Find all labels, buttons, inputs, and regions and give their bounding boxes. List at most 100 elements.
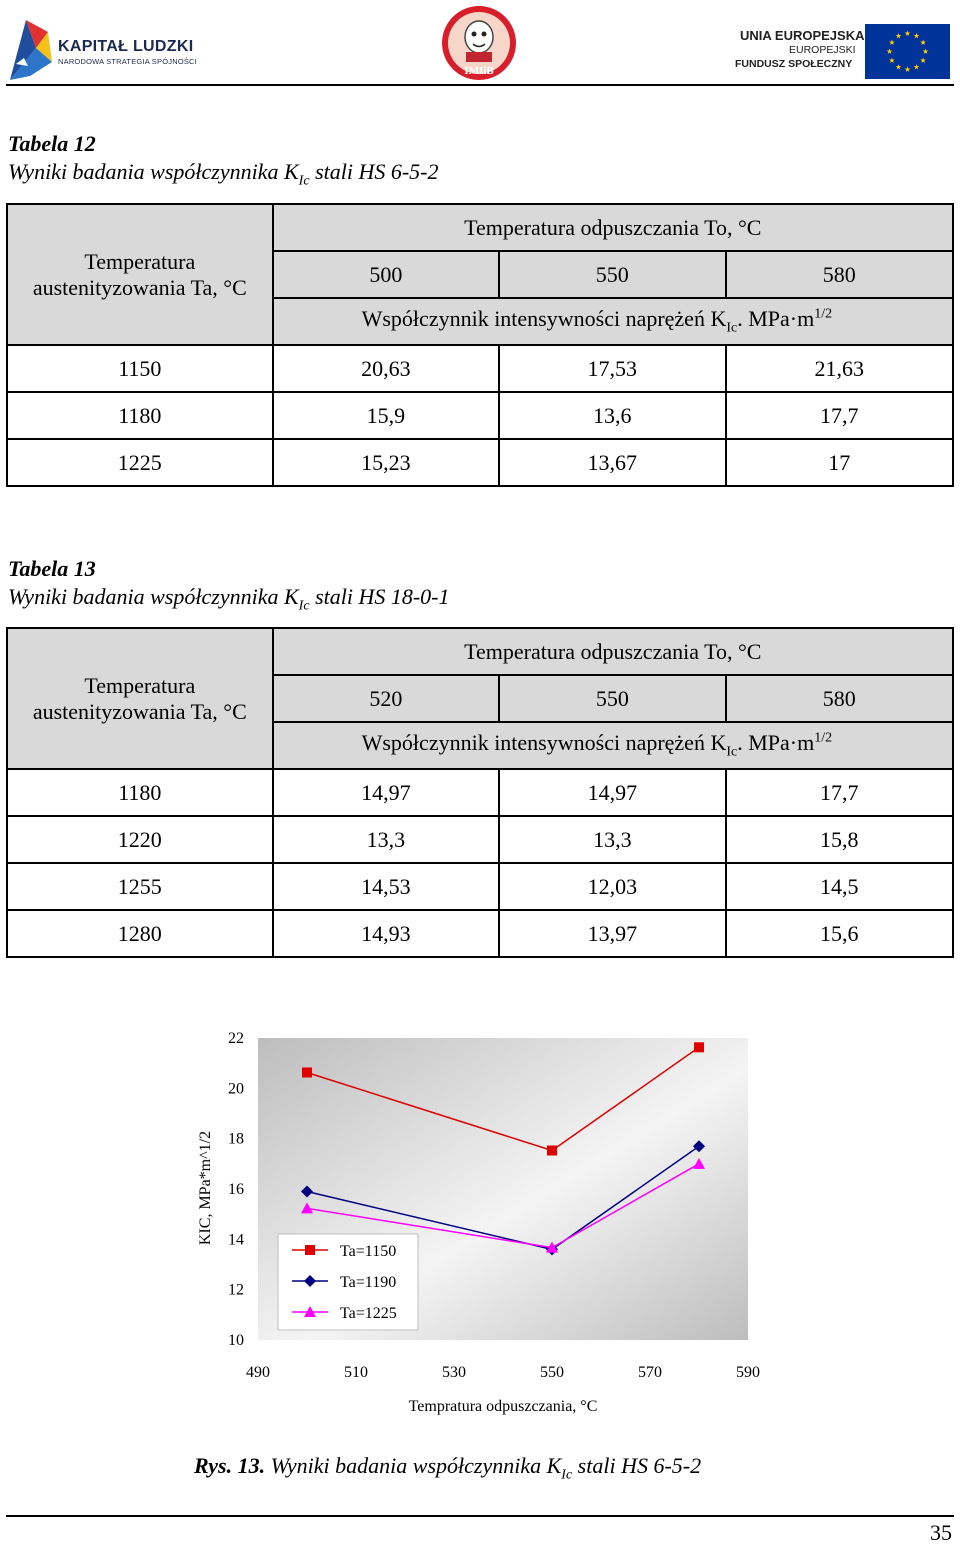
table13-col-580: 580 [724,674,955,723]
table12-row-header: Temperatura austenityzowania Ta, °C [6,203,274,346]
chart-legend: Ta=1150 Ta=1190 Ta=1225 [277,1233,419,1331]
legend-marker [304,1275,316,1287]
eu-star-icon [895,32,902,39]
table12-cell: 15,9 [271,391,501,440]
y-tick-label: 12 [228,1282,244,1299]
eu-star-icon [913,32,920,39]
x-tick-label: 530 [442,1364,466,1381]
table-row: 1220 13,3 13,3 15,8 [6,815,955,864]
figure-caption-text: Wyniki badania współczynnika K [265,1453,562,1478]
table13-unit-text: Współczynnik intensywności naprężeń K [361,730,727,756]
data-point [693,1140,705,1153]
table12-caption-text: Wyniki badania współczynnika K [8,159,299,184]
eu-logo-line3: FUNDUSZ SPOŁECZNY [735,58,853,70]
legend-entry: Ta=1190 [340,1274,396,1291]
table13-cell: 14,5 [724,862,955,911]
table13-cell: 13,3 [498,815,727,864]
table12-cell: 13,6 [498,391,727,440]
x-tick-label: 570 [638,1364,662,1381]
table13-cell: 14,93 [271,909,501,958]
x-tick-label: 510 [344,1364,368,1381]
figure-caption: Rys. 13. Wyniki badania współczynnika KI… [194,1453,701,1483]
data-point [547,1145,557,1156]
data-point [301,1202,313,1214]
eu-logo-line2: EUROPEJSKI [789,44,856,56]
data-point [546,1241,558,1253]
legend-marker [304,1306,316,1317]
table12-cell: 13,67 [498,438,727,487]
eu-star-icon [920,57,926,63]
table-row: 1180 14,97 14,97 17,7 [6,768,955,817]
kapital-ludzki-title: KAPITAŁ LUDZKI [58,38,194,55]
y-tick-label: 10 [228,1332,244,1349]
table12-col-580: 580 [724,250,955,299]
y-axis-label: KIC, MPa*m^1/2 [197,1131,214,1245]
table12-cell: 15,23 [271,438,501,487]
table13-ta: 1180 [6,768,274,817]
footer-divider [6,1515,954,1517]
table13-cell: 15,6 [724,909,955,958]
table12-ta: 1150 [6,344,274,393]
eu-star-icon [904,30,911,36]
table13-row-header: Temperatura austenityzowania Ta, °C [6,627,274,770]
x-axis-label: Tempratura odpuszczania, °C [409,1398,598,1415]
figure-caption-post: stali HS 6-5-2 [572,1453,702,1478]
table13-caption-text: Wyniki badania współczynnika K [8,584,299,609]
eu-star-icon [889,57,895,63]
table12-unit-row: Współczynnik intensywności naprężeń KIc.… [271,297,955,346]
table12: Temperatura austenityzowania Ta, °C Temp… [6,203,955,487]
table13-caption-sub: Ic [298,598,310,614]
figure-label: Rys. 13. [194,1453,266,1478]
data-point [301,1185,313,1198]
table12-cell: 17,53 [498,344,727,393]
table12-ta: 1225 [6,438,274,487]
table13-cell: 14,53 [271,862,501,911]
table-row: 1225 15,23 13,67 17 [6,438,955,487]
table12-cell: 17 [724,438,955,487]
table12-ta: 1180 [6,391,274,440]
eu-star-icon [920,39,926,45]
table12-col-header: Temperatura odpuszczania To, °C [271,203,955,252]
table12-caption: Tabela 12 Wyniki badania współczynnika K… [8,130,439,195]
table13-cell: 13,97 [498,909,727,958]
legend-entry: Ta=1150 [340,1243,396,1260]
table13-unit-sub: Ic [726,744,738,760]
y-tick-label: 20 [228,1080,244,1097]
table12-cell: 21,63 [724,344,955,393]
institute-logo-text: IMIiB [464,65,494,77]
table-row: 1180 15,9 13,6 17,7 [6,391,955,440]
x-tick-label: 490 [246,1364,270,1381]
table12-unit-sub: Ic [726,320,738,336]
legend-entry: Ta=1225 [340,1305,397,1322]
table12-unit-post: . MPa·m [737,306,815,332]
table13-cell: 12,03 [498,862,727,911]
kapital-ludzki-subtitle: NARODOWA STRATEGIA SPÓJNOŚCI [58,57,197,66]
page-header: KAPITAŁ LUDZKI NARODOWA STRATEGIA SPÓJNO… [0,0,960,86]
table13-unit-row: Współczynnik intensywności naprężeń KIc.… [271,721,955,770]
table13-ta: 1255 [6,862,274,911]
table13-cell: 17,7 [724,768,955,817]
table13-cell: 13,3 [271,815,501,864]
table13-col-550: 550 [498,674,727,723]
y-tick-label: 18 [228,1131,244,1148]
table13-unit-post: . MPa·m [737,730,815,756]
eu-flag-icon [865,24,950,79]
table13-cell: 14,97 [498,768,727,817]
header-divider [6,84,954,86]
table12-unit-text: Współczynnik intensywności naprężeń K [361,306,727,332]
table-row: 1280 14,93 13,97 15,6 [6,909,955,958]
table-row: 1255 14,53 12,03 14,5 [6,862,955,911]
eu-star-icon [913,64,920,70]
eu-star-icon [889,39,895,45]
y-tick-label: 22 [228,1030,244,1047]
eu-star-icon [922,48,929,54]
table12-col-500: 500 [271,250,501,299]
table-row: 1150 20,63 17,53 21,63 [6,344,955,393]
table12-cell: 20,63 [271,344,501,393]
table13-cell: 14,97 [271,768,501,817]
page-number: 35 [930,1520,952,1545]
table12-label: Tabela 12 [8,131,96,156]
institute-logo: IMIiB [442,6,516,80]
table13-caption: Tabela 13 Wyniki badania współczynnika K… [8,555,450,620]
table12-caption-post: stali HS 6-5-2 [309,159,439,184]
